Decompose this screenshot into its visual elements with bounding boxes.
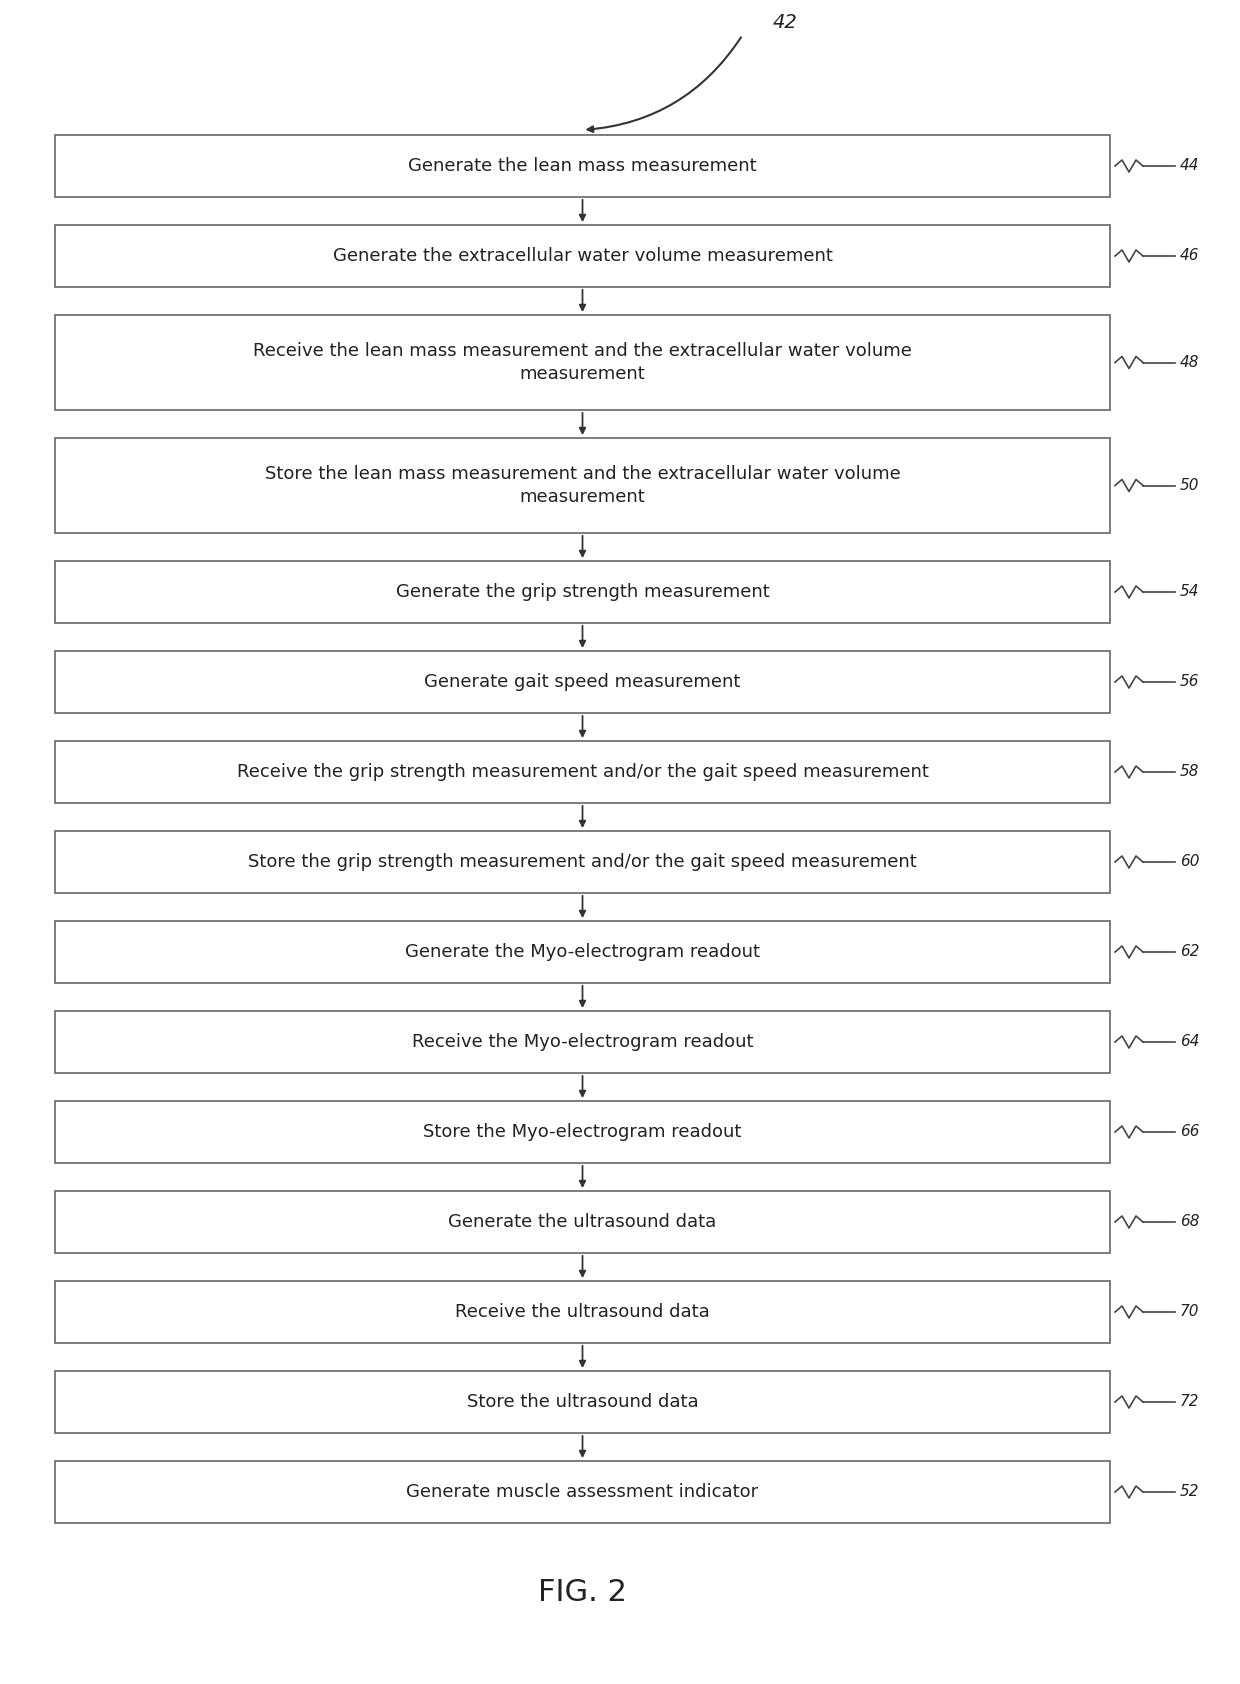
Text: Store the ultrasound data: Store the ultrasound data xyxy=(466,1393,698,1411)
Text: Store the lean mass measurement and the extracellular water volume
measurement: Store the lean mass measurement and the … xyxy=(264,465,900,507)
Text: 60: 60 xyxy=(1180,854,1199,869)
Text: 70: 70 xyxy=(1180,1305,1199,1320)
Bar xyxy=(55,830,1110,893)
Text: Receive the lean mass measurement and the extracellular water volume
measurement: Receive the lean mass measurement and th… xyxy=(253,342,911,384)
Text: 62: 62 xyxy=(1180,945,1199,960)
Bar xyxy=(55,315,1110,409)
Bar xyxy=(55,1010,1110,1073)
Text: Generate gait speed measurement: Generate gait speed measurement xyxy=(424,674,740,690)
Bar xyxy=(55,135,1110,197)
Text: FIG. 2: FIG. 2 xyxy=(538,1578,627,1607)
Text: 50: 50 xyxy=(1180,478,1199,493)
Text: 48: 48 xyxy=(1180,355,1199,370)
Bar xyxy=(55,1101,1110,1164)
Bar xyxy=(55,741,1110,803)
Bar xyxy=(55,921,1110,983)
Text: Generate the grip strength measurement: Generate the grip strength measurement xyxy=(396,583,769,601)
Text: 56: 56 xyxy=(1180,675,1199,689)
Text: 54: 54 xyxy=(1180,584,1199,600)
Bar xyxy=(55,438,1110,534)
Bar xyxy=(55,561,1110,623)
Bar xyxy=(55,1191,1110,1253)
Text: Generate the Myo-electrogram readout: Generate the Myo-electrogram readout xyxy=(405,943,760,962)
Text: Receive the grip strength measurement and/or the gait speed measurement: Receive the grip strength measurement an… xyxy=(237,763,929,781)
Text: Generate muscle assessment indicator: Generate muscle assessment indicator xyxy=(407,1484,759,1500)
Text: 42: 42 xyxy=(773,13,797,32)
Text: 72: 72 xyxy=(1180,1394,1199,1410)
Text: Generate the ultrasound data: Generate the ultrasound data xyxy=(449,1212,717,1231)
Text: Receive the ultrasound data: Receive the ultrasound data xyxy=(455,1303,709,1320)
Bar xyxy=(55,1282,1110,1344)
Text: 44: 44 xyxy=(1180,158,1199,173)
Text: Store the grip strength measurement and/or the gait speed measurement: Store the grip strength measurement and/… xyxy=(248,854,916,871)
Text: Generate the lean mass measurement: Generate the lean mass measurement xyxy=(408,157,756,175)
Text: Receive the Myo-electrogram readout: Receive the Myo-electrogram readout xyxy=(412,1032,753,1051)
Bar xyxy=(55,1371,1110,1433)
Text: 68: 68 xyxy=(1180,1214,1199,1229)
Bar xyxy=(55,652,1110,712)
Bar xyxy=(55,1462,1110,1522)
Text: 52: 52 xyxy=(1180,1485,1199,1499)
Text: 66: 66 xyxy=(1180,1125,1199,1140)
Text: 46: 46 xyxy=(1180,249,1199,263)
Text: Generate the extracellular water volume measurement: Generate the extracellular water volume … xyxy=(332,248,832,264)
Text: 64: 64 xyxy=(1180,1034,1199,1049)
Text: Store the Myo-electrogram readout: Store the Myo-electrogram readout xyxy=(423,1123,742,1142)
Text: 58: 58 xyxy=(1180,765,1199,780)
Bar xyxy=(55,226,1110,286)
